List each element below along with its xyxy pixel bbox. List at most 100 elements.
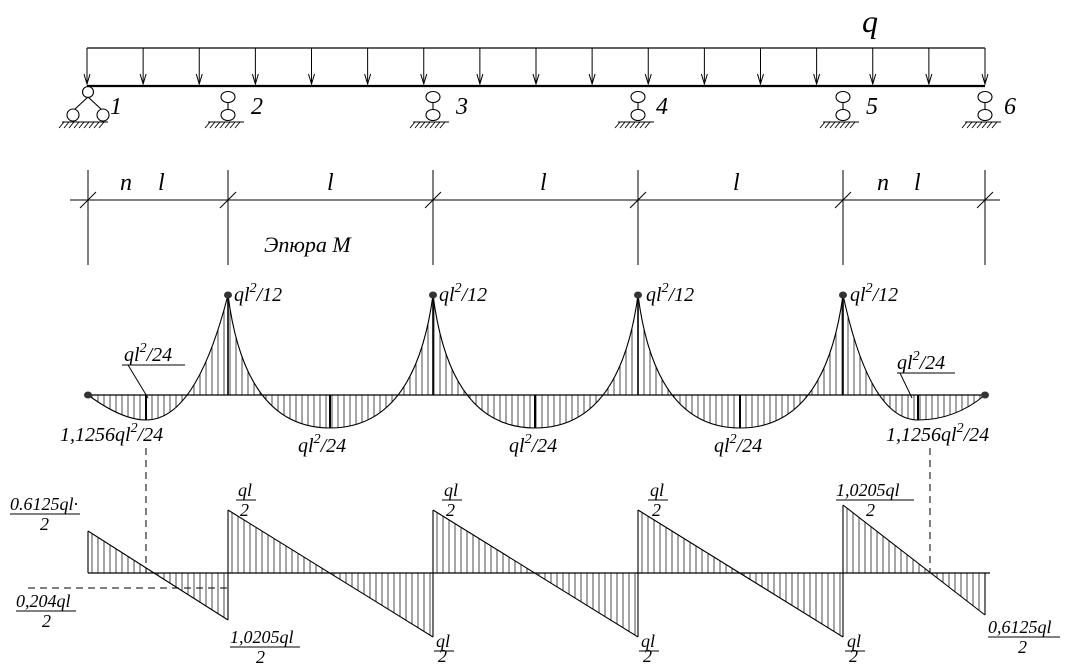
load-symbol: q: [862, 3, 878, 39]
svg-text:1,0205ql: 1,0205ql: [836, 480, 900, 500]
svg-text:2: 2: [40, 514, 49, 534]
shear-diagram-hatching: [91, 508, 980, 636]
span-4-label: l: [733, 170, 740, 196]
svg-text:ql: ql: [436, 631, 450, 651]
svg-text:2: 2: [42, 611, 51, 631]
support-1: [58, 85, 110, 129]
load-q-label: q: [862, 3, 878, 39]
moment-label-span-5-leader: ql2/24: [897, 349, 955, 399]
load-arrowhead: [644, 73, 652, 86]
roller-supports: [204, 90, 1001, 129]
shear-label-right-bottom: 0,6125ql 2: [988, 617, 1060, 657]
svg-text:1,1256ql2/24: 1,1256ql2/24: [60, 421, 163, 446]
shear-diagram-outline: [87, 504, 986, 638]
span-3-label: l: [540, 170, 547, 196]
svg-text:ql2/24: ql2/24: [897, 349, 945, 374]
svg-text:ql: ql: [444, 480, 458, 500]
svg-text:2: 2: [866, 500, 875, 520]
svg-text:0,6125ql: 0,6125ql: [988, 617, 1052, 637]
moment-label-span-1-min: 1,1256ql2/24: [60, 421, 163, 446]
load-arrowhead: [83, 73, 91, 86]
load-arrowhead: [251, 73, 259, 86]
svg-text:2: 2: [849, 646, 858, 665]
dimension-lines: [70, 170, 1000, 265]
support-4-label: 4: [656, 94, 668, 120]
moment-diagram-hatching: [91, 295, 981, 428]
shear-segment-5: [842, 504, 986, 616]
svg-text:ql: ql: [650, 480, 664, 500]
projection-lines: [28, 448, 931, 589]
moment-label-span-3: ql2/24: [509, 432, 557, 457]
svg-text:ql: ql: [641, 631, 655, 651]
moment-label-span-5-min: 1,1256ql2/24: [886, 421, 989, 446]
svg-text:ql2/24: ql2/24: [714, 432, 762, 457]
load-arrowhead: [925, 73, 933, 86]
load-arrowhead: [869, 73, 877, 86]
support-3-label: 3: [455, 94, 468, 120]
moment-label-support-5: ql2/12: [850, 281, 898, 306]
shear-label-support-3-bottom: ql 2: [434, 631, 454, 666]
shear-label-support-3-top: ql 2: [442, 480, 462, 520]
moment-label-span-1-leader: ql2/24: [122, 341, 185, 399]
moment-diagram-curve: [87, 294, 986, 429]
moment-label-support-2: ql2/12: [234, 281, 282, 306]
svg-text:ql2/12: ql2/12: [439, 281, 487, 306]
shear-label-support-2-top: ql 2: [236, 480, 256, 520]
svg-text:2: 2: [652, 500, 661, 520]
svg-text:0.6125ql·: 0.6125ql·: [10, 494, 78, 514]
load-arrowhead: [308, 73, 315, 86]
svg-text:ql2/12: ql2/12: [234, 281, 282, 306]
svg-text:2: 2: [446, 500, 455, 520]
load-arrowhead: [364, 73, 372, 86]
moment-diagram-title: Эпюра М: [264, 232, 352, 257]
svg-text:ql2/12: ql2/12: [850, 281, 898, 306]
svg-text:ql2/24: ql2/24: [124, 341, 172, 366]
svg-text:1,0205ql: 1,0205ql: [230, 627, 294, 647]
roller-support-3: [409, 90, 449, 129]
roller-support-5: [819, 90, 859, 129]
shear-label-left-top: 0.6125ql· 2: [10, 494, 80, 534]
moment-nodes: [84, 291, 989, 399]
svg-text:2: 2: [438, 646, 447, 665]
svg-text:0,204ql: 0,204ql: [16, 591, 71, 611]
roller-support-4: [614, 90, 654, 129]
distributed-load-arrows: [83, 48, 989, 86]
shear-label-support-5-bottom: ql 2: [845, 631, 865, 666]
svg-text:ql: ql: [847, 631, 861, 651]
load-arrowhead: [476, 73, 484, 86]
moment-label-span-2: ql2/24: [298, 432, 346, 457]
shear-label-span-2-bottom: 1,0205ql 2: [230, 627, 300, 667]
moment-label-support-3: ql2/12: [439, 281, 487, 306]
load-arrowhead: [700, 73, 708, 86]
svg-text:ql2/24: ql2/24: [298, 432, 346, 457]
roller-support-6: [961, 90, 1001, 129]
load-arrowhead: [532, 73, 540, 86]
load-arrowhead: [813, 73, 821, 86]
load-arrowhead: [757, 73, 764, 86]
load-arrowhead: [420, 73, 428, 86]
span-5-prefix: n: [877, 170, 889, 196]
svg-text:ql: ql: [238, 480, 252, 500]
span-1-prefix: n: [120, 170, 132, 196]
svg-text:1,1256ql2/24: 1,1256ql2/24: [886, 421, 989, 446]
span-2-label: l: [327, 170, 334, 196]
load-arrowhead: [195, 73, 203, 86]
support-6-label: 6: [1004, 94, 1016, 120]
span-1-label: l: [158, 170, 165, 196]
moment-label-span-4: ql2/24: [714, 432, 762, 457]
load-arrowhead: [588, 73, 596, 86]
svg-text:2: 2: [256, 647, 265, 665]
load-arrowhead: [981, 73, 989, 86]
svg-text:2: 2: [1018, 637, 1027, 657]
support-5-label: 5: [866, 94, 878, 120]
load-arrowhead: [139, 73, 147, 86]
roller-support-2: [204, 90, 244, 129]
shear-label-support-4-bottom: ql 2: [639, 631, 659, 666]
support-2-label: 2: [251, 94, 263, 120]
shear-label-span-5-top: 1,0205ql 2: [836, 480, 914, 520]
svg-text:2: 2: [643, 646, 652, 665]
shear-label-left-mid: 0,204ql 2: [16, 591, 76, 631]
span-5-label: l: [914, 170, 921, 196]
svg-text:ql2/12: ql2/12: [646, 281, 694, 306]
